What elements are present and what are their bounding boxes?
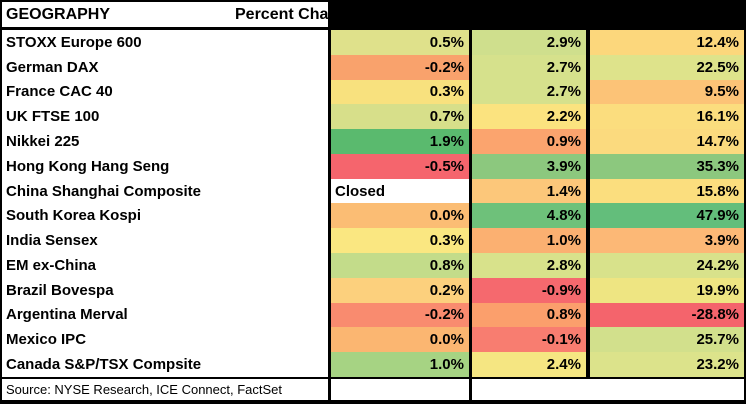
data-cell: Closed: [331, 178, 469, 204]
row-label: Brazil Bovespa: [2, 277, 328, 303]
data-cell: 1.0%: [472, 228, 586, 254]
data-cell: 0.7%: [331, 104, 469, 130]
data-cell: 2.7%: [472, 79, 586, 105]
data-cell: 0.9%: [472, 129, 586, 154]
data-cell: 22.5%: [590, 54, 744, 80]
row-label: China Shanghai Composite: [2, 178, 328, 204]
header-redaction-box: [328, 0, 746, 28]
data-cell: 16.1%: [590, 104, 744, 130]
table-header-row: GEOGRAPHY Percent Cha: [2, 2, 328, 27]
data-cell: 2.9%: [472, 30, 586, 55]
data-cell: 2.8%: [472, 253, 586, 278]
data-cell: 24.2%: [590, 253, 744, 278]
data-cell: 0.0%: [331, 203, 469, 229]
data-cell: 1.9%: [331, 129, 469, 154]
data-cell: 12.4%: [590, 30, 744, 55]
data-cell: -0.2%: [331, 302, 469, 328]
data-cell: -0.2%: [331, 54, 469, 80]
data-cell: 2.2%: [472, 104, 586, 130]
geography-header-label: GEOGRAPHY: [6, 5, 111, 23]
data-cell: -0.5%: [331, 153, 469, 179]
data-cell: 19.9%: [590, 277, 744, 303]
data-cell: 3.9%: [590, 228, 744, 254]
row-label: Canada S&P/TSX Compsite: [2, 352, 328, 377]
data-column-1: 0.5% -0.2% 0.3% 0.7% 1.9% -0.5% Closed 0.0% 0.3%…: [331, 30, 469, 377]
data-cell: 0.8%: [472, 302, 586, 328]
footer-source-cell: Source: NYSE Research, ICE Connect, Fact…: [2, 379, 328, 400]
source-text: Source: NYSE Research, ICE Connect, Fact…: [6, 382, 283, 397]
data-cell: 2.7%: [472, 54, 586, 80]
row-label: Hong Kong Hang Seng: [2, 153, 328, 179]
data-cell: 14.7%: [590, 129, 744, 154]
data-cell: 2.4%: [472, 352, 586, 377]
data-cell: 0.0%: [331, 327, 469, 353]
row-labels-column: STOXX Europe 600 German DAX France CAC 40 U…: [2, 30, 328, 377]
data-cell: 1.0%: [331, 352, 469, 377]
row-label: India Sensex: [2, 228, 328, 254]
data-cell: 0.3%: [331, 228, 469, 254]
data-cell: 0.2%: [331, 277, 469, 303]
data-cell: -0.9%: [472, 277, 586, 303]
data-cell: 9.5%: [590, 79, 744, 105]
data-cell: 25.7%: [590, 327, 744, 353]
data-cell: 1.4%: [472, 178, 586, 204]
data-cell: 3.9%: [472, 153, 586, 179]
footer-empty-cell-2: [472, 379, 744, 400]
data-cell: 0.3%: [331, 79, 469, 105]
data-cell: 23.2%: [590, 352, 744, 377]
data-column-3: 12.4% 22.5% 9.5% 16.1% 14.7% 35.3% 15.8% 47.9% 3…: [590, 30, 744, 377]
data-cell: -28.8%: [590, 302, 744, 328]
footer-empty-cell-1: [331, 379, 469, 400]
data-cell: 15.8%: [590, 178, 744, 204]
percent-change-header-label: Percent Cha: [235, 5, 328, 23]
row-label: EM ex-China: [2, 253, 328, 278]
row-label: Nikkei 225: [2, 129, 328, 154]
data-cell: 35.3%: [590, 153, 744, 179]
data-cell: 0.5%: [331, 30, 469, 55]
data-cell: 47.9%: [590, 203, 744, 229]
row-label: Argentina Merval: [2, 302, 328, 328]
row-label: UK FTSE 100: [2, 104, 328, 130]
row-label: German DAX: [2, 54, 328, 80]
data-column-2: 2.9% 2.7% 2.7% 2.2% 0.9% 3.9% 1.4% 4.8% 1.0% 2.8%…: [472, 30, 586, 377]
data-cell: 4.8%: [472, 203, 586, 229]
row-label: South Korea Kospi: [2, 203, 328, 229]
row-label: STOXX Europe 600: [2, 30, 328, 55]
row-label: France CAC 40: [2, 79, 328, 105]
row-label: Mexico IPC: [2, 327, 328, 353]
data-cell: 0.8%: [331, 253, 469, 278]
data-cell: -0.1%: [472, 327, 586, 353]
